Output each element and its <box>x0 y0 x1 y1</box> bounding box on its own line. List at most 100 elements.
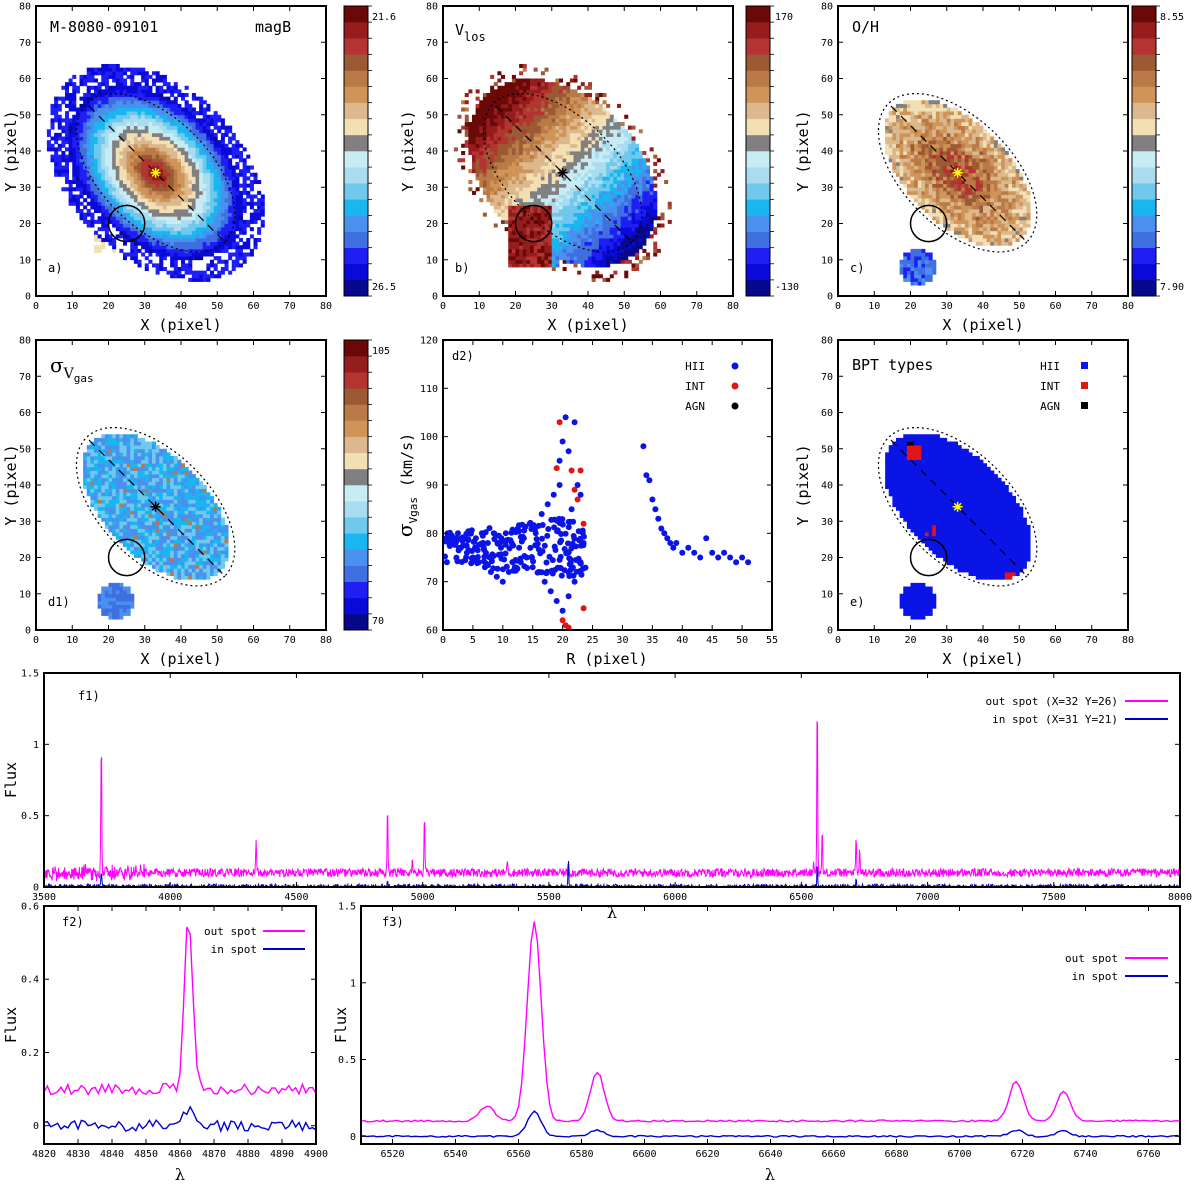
map-pixel <box>638 176 643 181</box>
map-pixel <box>598 118 603 123</box>
map-pixel <box>555 209 560 214</box>
colorbar-swatch <box>746 215 770 232</box>
map-pixel <box>137 201 142 206</box>
map-pixel <box>188 248 193 253</box>
map-pixel <box>65 85 70 90</box>
map-pixel <box>137 82 142 87</box>
map-pixel <box>537 129 542 134</box>
map-pixel <box>213 241 218 246</box>
map-pixel <box>195 132 200 137</box>
map-pixel <box>613 212 618 217</box>
map-pixel <box>155 183 160 188</box>
map-pixel <box>624 223 629 228</box>
map-pixel <box>155 219 160 224</box>
map-pixel <box>173 190 178 195</box>
map-pixel <box>620 183 625 188</box>
map-pixel <box>94 96 99 101</box>
map-pixel <box>104 78 109 83</box>
map-pixel <box>130 219 135 224</box>
map-pixel <box>130 132 135 137</box>
map-pixel <box>94 85 99 90</box>
map-pixel <box>191 241 196 246</box>
map-pixel <box>152 245 157 250</box>
map-pixel <box>126 111 131 116</box>
map-pixel <box>141 241 146 246</box>
map-pixel <box>159 180 164 185</box>
map-pixel <box>588 252 593 257</box>
map-pixel <box>206 107 211 112</box>
map-pixel <box>253 172 258 177</box>
map-pixel <box>191 219 196 224</box>
map-pixel <box>917 161 922 166</box>
map-pixel <box>72 201 77 206</box>
map-pixel <box>86 114 91 119</box>
map-pixel <box>903 100 908 105</box>
map-pixel <box>906 263 911 268</box>
map-pixel <box>224 194 229 199</box>
map-pixel <box>896 122 901 127</box>
map-pixel <box>119 190 124 195</box>
map-pixel <box>206 183 211 188</box>
map-pixel <box>115 212 120 217</box>
map-pixel <box>602 227 607 232</box>
map-pixel <box>249 219 254 224</box>
map-pixel <box>595 143 600 148</box>
map-pixel <box>90 103 95 108</box>
map-pixel <box>148 89 153 94</box>
map-pixel <box>101 132 106 137</box>
map-pixel <box>115 187 120 192</box>
map-pixel <box>493 125 498 130</box>
map-pixel <box>97 107 102 112</box>
map-pixel <box>133 259 138 264</box>
map-pixel <box>239 212 244 217</box>
map-pixel <box>144 125 149 130</box>
map-pixel <box>206 274 211 279</box>
map-pixel <box>533 180 538 185</box>
map-pixel <box>130 180 135 185</box>
map-pixel <box>580 132 585 137</box>
map-pixel <box>573 143 578 148</box>
map-pixel <box>217 158 222 163</box>
map-pixel <box>617 132 622 137</box>
colorbar-swatch <box>746 247 770 265</box>
map-pixel <box>181 190 186 195</box>
map-pixel <box>206 161 211 166</box>
map-pixel <box>555 161 560 166</box>
xtick-label-b: 30 <box>546 301 558 312</box>
map-pixel <box>115 71 120 76</box>
map-pixel <box>152 234 157 239</box>
map-pixel <box>475 143 480 148</box>
map-pixel <box>162 223 167 228</box>
map-pixel <box>921 274 926 279</box>
map-pixel <box>501 74 506 79</box>
map-pixel <box>155 132 160 137</box>
map-pixel <box>184 227 189 232</box>
map-pixel <box>206 103 211 108</box>
map-pixel <box>141 136 146 141</box>
map-pixel <box>577 85 582 90</box>
map-pixel <box>598 241 603 246</box>
map-pixel <box>184 194 189 199</box>
map-pixel <box>90 129 95 134</box>
map-pixel <box>86 151 91 156</box>
map-pixel <box>551 169 556 174</box>
map-pixel <box>104 125 109 130</box>
map-pixel <box>137 151 142 156</box>
map-pixel <box>606 161 611 166</box>
map-pixel <box>104 64 109 69</box>
map-pixel <box>533 205 538 210</box>
map-pixel <box>533 161 538 166</box>
map-pixel <box>86 190 91 195</box>
map-pixel <box>184 151 189 156</box>
map-pixel <box>152 216 157 221</box>
map-pixel <box>90 183 95 188</box>
map-pixel <box>253 219 258 224</box>
map-pixel <box>921 281 926 286</box>
map-pixel <box>173 227 178 232</box>
map-pixel <box>493 161 498 166</box>
map-pixel <box>624 274 629 279</box>
map-pixel <box>548 89 553 94</box>
map-pixel <box>577 259 582 264</box>
map-pixel <box>94 114 99 119</box>
map-pixel <box>148 176 153 181</box>
